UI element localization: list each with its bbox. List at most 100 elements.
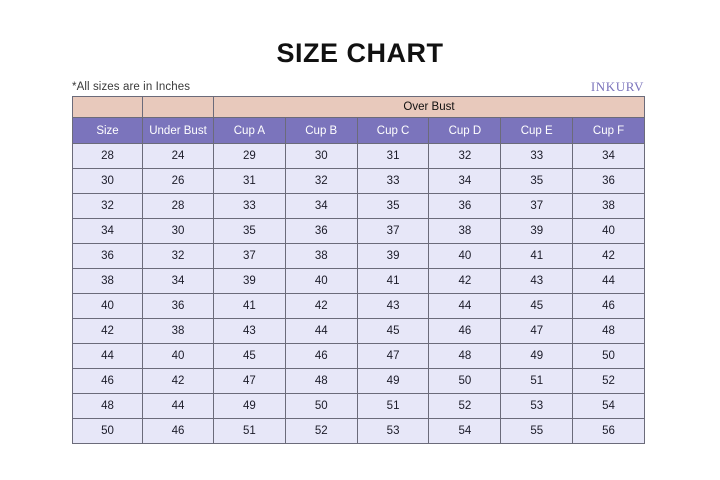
table-cell: 50 [428,368,502,394]
column-header-cup-a: Cup A [213,117,286,144]
column-header-cup-f: Cup F [572,117,645,144]
table-row: 36 32 37 38 39 40 41 42 [72,243,645,269]
table-cell: 44 [428,293,502,319]
table-cell: 33 [500,143,574,169]
table-cell: 40 [72,293,143,319]
table-cell: 36 [428,193,502,219]
table-cell: 48 [72,393,143,419]
table-cell: 52 [428,393,502,419]
table-cell: 28 [72,143,143,169]
table-cell: 35 [213,218,286,244]
table-cell: 33 [356,168,430,194]
table-cell: 40 [284,268,358,294]
table-cell: 26 [142,168,214,194]
table-cell: 52 [572,368,645,394]
size-chart-table: Over Bust Size Under Bust Cup A Cup B Cu… [72,96,645,444]
table-cell: 37 [356,218,430,244]
column-header-size: Size [72,117,143,144]
table-cell: 41 [356,268,430,294]
table-cell: 46 [284,343,358,369]
table-row: 44 40 45 46 47 48 49 50 [72,343,645,369]
table-row: 32 28 33 34 35 36 37 38 [72,193,645,219]
table-cell: 56 [572,418,645,444]
table-cell: 37 [500,193,574,219]
table-cell: 30 [142,218,214,244]
table-cell: 37 [213,243,286,269]
table-cell: 36 [284,218,358,244]
table-cell: 40 [428,243,502,269]
table-cell: 38 [428,218,502,244]
table-cell: 53 [356,418,430,444]
table-cell: 51 [356,393,430,419]
table-cell: 31 [356,143,430,169]
table-cell: 36 [572,168,645,194]
table-cell: 44 [284,318,358,344]
table-cell: 46 [572,293,645,319]
table-row: 30 26 31 32 33 34 35 36 [72,168,645,194]
table-cell: 42 [142,368,214,394]
subtitle-row: *All sizes are in Inches INKURV [72,78,644,96]
table-row: 48 44 49 50 51 52 53 54 [72,393,645,419]
table-cell: 54 [572,393,645,419]
table-cell: 29 [213,143,286,169]
table-cell: 51 [213,418,286,444]
table-cell: 50 [72,418,143,444]
table-cell: 34 [572,143,645,169]
table-cell: 38 [142,318,214,344]
table-cell: 38 [572,193,645,219]
table-cell: 39 [213,268,286,294]
table-cell: 44 [142,393,214,419]
table-cell: 45 [213,343,286,369]
table-cell: 46 [428,318,502,344]
table-cell: 44 [72,343,143,369]
column-header-cup-b: Cup B [284,117,358,144]
table-cell: 34 [72,218,143,244]
table-cell: 32 [284,168,358,194]
table-cell: 32 [72,193,143,219]
table-cell: 42 [572,243,645,269]
table-row: 38 34 39 40 41 42 43 44 [72,268,645,294]
table-cell: 42 [284,293,358,319]
table-cell: 41 [213,293,286,319]
table-column-header-row: Size Under Bust Cup A Cup B Cup C Cup D … [72,117,645,144]
table-row: 28 24 29 30 31 32 33 34 [72,143,645,169]
table-row: 46 42 47 48 49 50 51 52 [72,368,645,394]
table-cell: 43 [213,318,286,344]
band-spacer-size [72,96,143,118]
table-cell: 53 [500,393,574,419]
table-cell: 44 [572,268,645,294]
table-cell: 35 [500,168,574,194]
table-cell: 32 [428,143,502,169]
table-cell: 38 [284,243,358,269]
table-cell: 52 [284,418,358,444]
table-cell: 39 [500,218,574,244]
table-cell: 48 [284,368,358,394]
table-row: 50 46 51 52 53 54 55 56 [72,418,645,444]
table-cell: 47 [213,368,286,394]
table-cell: 46 [72,368,143,394]
table-cell: 43 [356,293,430,319]
band-header-over-bust: Over Bust [213,96,645,118]
table-cell: 50 [572,343,645,369]
table-row: 34 30 35 36 37 38 39 40 [72,218,645,244]
table-band-header-row: Over Bust [72,96,645,118]
table-cell: 55 [500,418,574,444]
table-cell: 34 [284,193,358,219]
table-cell: 46 [142,418,214,444]
table-cell: 47 [356,343,430,369]
table-cell: 34 [142,268,214,294]
table-cell: 28 [142,193,214,219]
table-cell: 54 [428,418,502,444]
table-cell: 49 [356,368,430,394]
column-header-cup-c: Cup C [356,117,430,144]
table-cell: 39 [356,243,430,269]
table-cell: 36 [72,243,143,269]
table-cell: 51 [500,368,574,394]
table-cell: 42 [428,268,502,294]
brand-logo: INKURV [590,79,644,94]
table-row: 42 38 43 44 45 46 47 48 [72,318,645,344]
table-cell: 48 [572,318,645,344]
table-cell: 45 [500,293,574,319]
table-row: 40 36 41 42 43 44 45 46 [72,293,645,319]
